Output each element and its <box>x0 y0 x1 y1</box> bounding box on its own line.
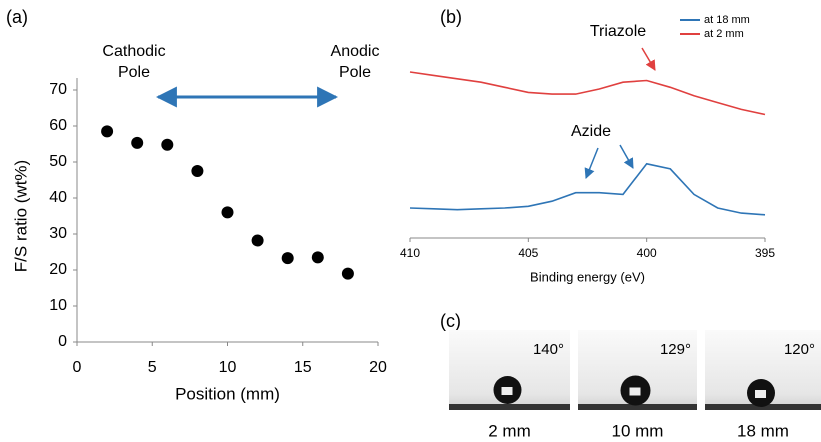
droplet-photo <box>705 330 821 410</box>
point <box>341 267 354 280</box>
x-tick-label: 20 <box>369 359 387 376</box>
arrow <box>584 147 599 179</box>
droplet-highlight <box>755 390 766 398</box>
point <box>221 206 234 219</box>
annotation: Pole <box>118 64 150 81</box>
annotation: Pole <box>339 64 371 81</box>
caption: 10 mm <box>612 421 664 440</box>
spectrum-line <box>409 162 766 216</box>
substrate <box>578 404 697 410</box>
contact-angle: 140° <box>533 341 564 358</box>
y-tick-label: 30 <box>49 225 67 242</box>
x-tick-label: 5 <box>148 359 157 376</box>
y-tick-label: 20 <box>49 261 67 278</box>
point <box>311 251 324 264</box>
contact-angle: 129° <box>660 341 691 358</box>
droplet-photo <box>449 330 570 410</box>
droplet-photo <box>578 330 697 410</box>
y-tick-label: 50 <box>49 153 67 170</box>
y-tick-label: 40 <box>49 189 67 206</box>
x-axis-label: Binding energy (eV) <box>530 269 645 284</box>
y-tick-label: 10 <box>49 297 67 314</box>
annotation: Anodic <box>331 43 380 60</box>
x-tick-label: 400 <box>637 246 657 260</box>
arrow <box>619 144 634 169</box>
panel-label: (b) <box>440 7 462 27</box>
annotation: Cathodic <box>102 43 165 60</box>
y-tick-label: 70 <box>49 81 67 98</box>
spectrum-line <box>409 71 766 116</box>
substrate <box>705 404 821 410</box>
y-axis-label: F/S ratio (wt%) <box>11 160 30 272</box>
arrow <box>641 47 656 71</box>
annotation: Azide <box>571 123 611 140</box>
x-tick-label: 395 <box>755 246 775 260</box>
x-axis-label: Position (mm) <box>175 384 280 403</box>
point <box>281 252 294 265</box>
point <box>161 138 174 151</box>
y-tick-label: 60 <box>49 117 67 134</box>
substrate <box>449 404 570 410</box>
legend-label: at 18 mm <box>704 14 750 26</box>
point <box>131 136 144 149</box>
legend-label: at 2 mm <box>704 28 744 40</box>
caption: 2 mm <box>488 421 531 440</box>
droplet-highlight <box>501 387 513 395</box>
caption: 18 mm <box>737 421 789 440</box>
x-tick-label: 10 <box>219 359 237 376</box>
panel-label: (a) <box>6 7 28 27</box>
droplet-highlight <box>629 387 641 396</box>
annotation: Triazole <box>590 23 646 40</box>
x-tick-label: 405 <box>518 246 538 260</box>
point <box>191 165 204 177</box>
contact-angle: 120° <box>784 341 815 358</box>
point <box>101 125 114 138</box>
point <box>251 234 264 247</box>
x-tick-label: 0 <box>73 359 82 376</box>
panel-label: (c) <box>440 311 461 331</box>
x-tick-label: 15 <box>294 359 312 376</box>
x-tick-label: 410 <box>400 246 420 260</box>
y-tick-label: 0 <box>58 333 67 350</box>
